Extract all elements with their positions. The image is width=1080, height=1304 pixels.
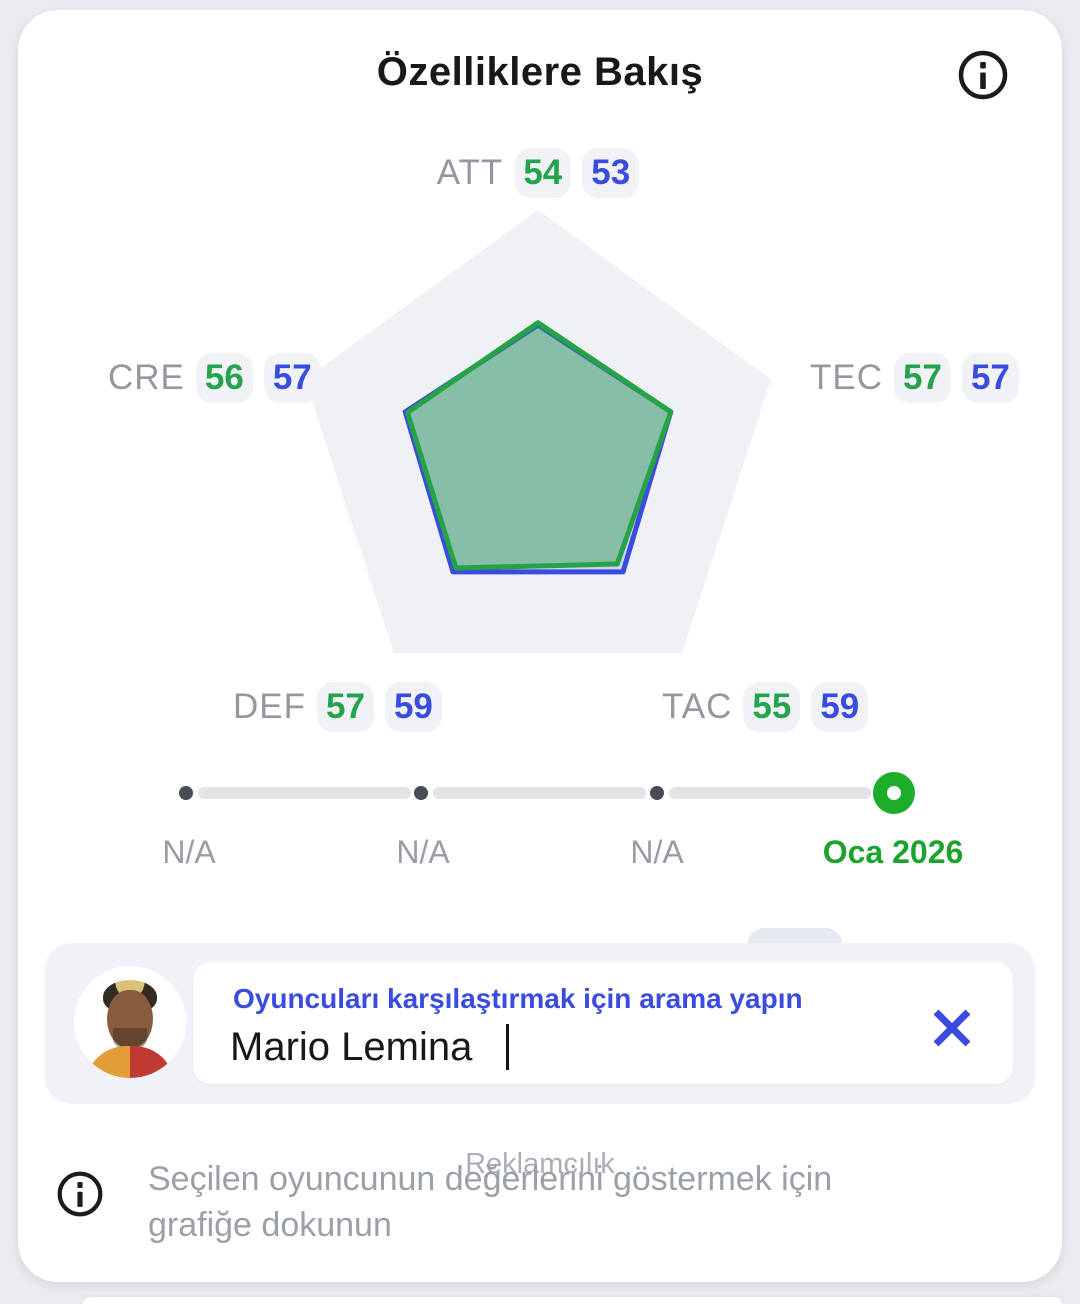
value-badge-green: 57 [894, 353, 951, 403]
clear-search-icon[interactable] [930, 1006, 974, 1050]
value-badge-green: 57 [317, 682, 374, 732]
hint-info-icon [56, 1170, 104, 1218]
slider-stop-label: N/A [396, 834, 450, 870]
text-caret [506, 1024, 509, 1070]
axis-label: CRE [108, 358, 185, 397]
value-badge-blue: 59 [384, 682, 442, 732]
timeline-slider[interactable]: N/A N/A N/A Oca 2026 [0, 760, 1080, 890]
attr-group-tec: TEC 57 57 [810, 353, 1019, 403]
slider-stop-label: N/A [630, 834, 684, 870]
value-badge-blue: 57 [263, 353, 321, 403]
attr-group-def: DEF 57 59 [233, 682, 442, 732]
radar-series-green [405, 320, 674, 571]
value-badge-green: 56 [195, 353, 253, 403]
tooltip-pointer [748, 928, 842, 944]
slider-stop-3[interactable] [650, 786, 664, 800]
slider-stop-1[interactable] [179, 786, 193, 800]
avatar-face [107, 990, 153, 1048]
hint-text: Seçilen oyuncunun değerlerini göstermek … [148, 1160, 833, 1244]
page-title: Özelliklere Bakış [376, 50, 704, 94]
info-icon[interactable] [957, 49, 1009, 101]
axis-label: TAC [662, 687, 733, 726]
value-badge-blue: 53 [582, 148, 640, 198]
attr-group-att: ATT 54 53 [436, 148, 640, 198]
slider-track [433, 787, 646, 799]
value-badge-green: 54 [514, 148, 572, 198]
value-badge-blue: 57 [961, 353, 1019, 403]
search-input[interactable] [230, 1022, 890, 1072]
slider-track [669, 787, 871, 799]
attr-group-cre: CRE 56 57 [108, 353, 321, 403]
ad-label: Reklamcılık [465, 1148, 615, 1180]
slider-track [198, 787, 411, 799]
avatar-jersey [87, 1046, 173, 1078]
slider-stop-label: N/A [162, 834, 216, 870]
slider-knob-active[interactable] [873, 772, 915, 814]
search-field-label: Oyuncuları karşılaştırmak için arama yap… [233, 983, 803, 1014]
slider-stop-label-active: Oca 2026 [822, 834, 964, 870]
radar-grid-pentagon [305, 210, 771, 654]
next-card-edge [83, 1297, 1062, 1304]
axis-label: ATT [436, 153, 504, 192]
value-badge-blue: 59 [811, 682, 869, 732]
axis-label: DEF [233, 687, 306, 726]
player-avatar [74, 966, 186, 1078]
slider-stop-2[interactable] [414, 786, 428, 800]
avatar-beard [113, 1028, 147, 1050]
attr-group-tac: TAC 55 59 [662, 682, 869, 732]
axis-label: TEC [810, 358, 883, 397]
value-badge-green: 55 [743, 682, 801, 732]
